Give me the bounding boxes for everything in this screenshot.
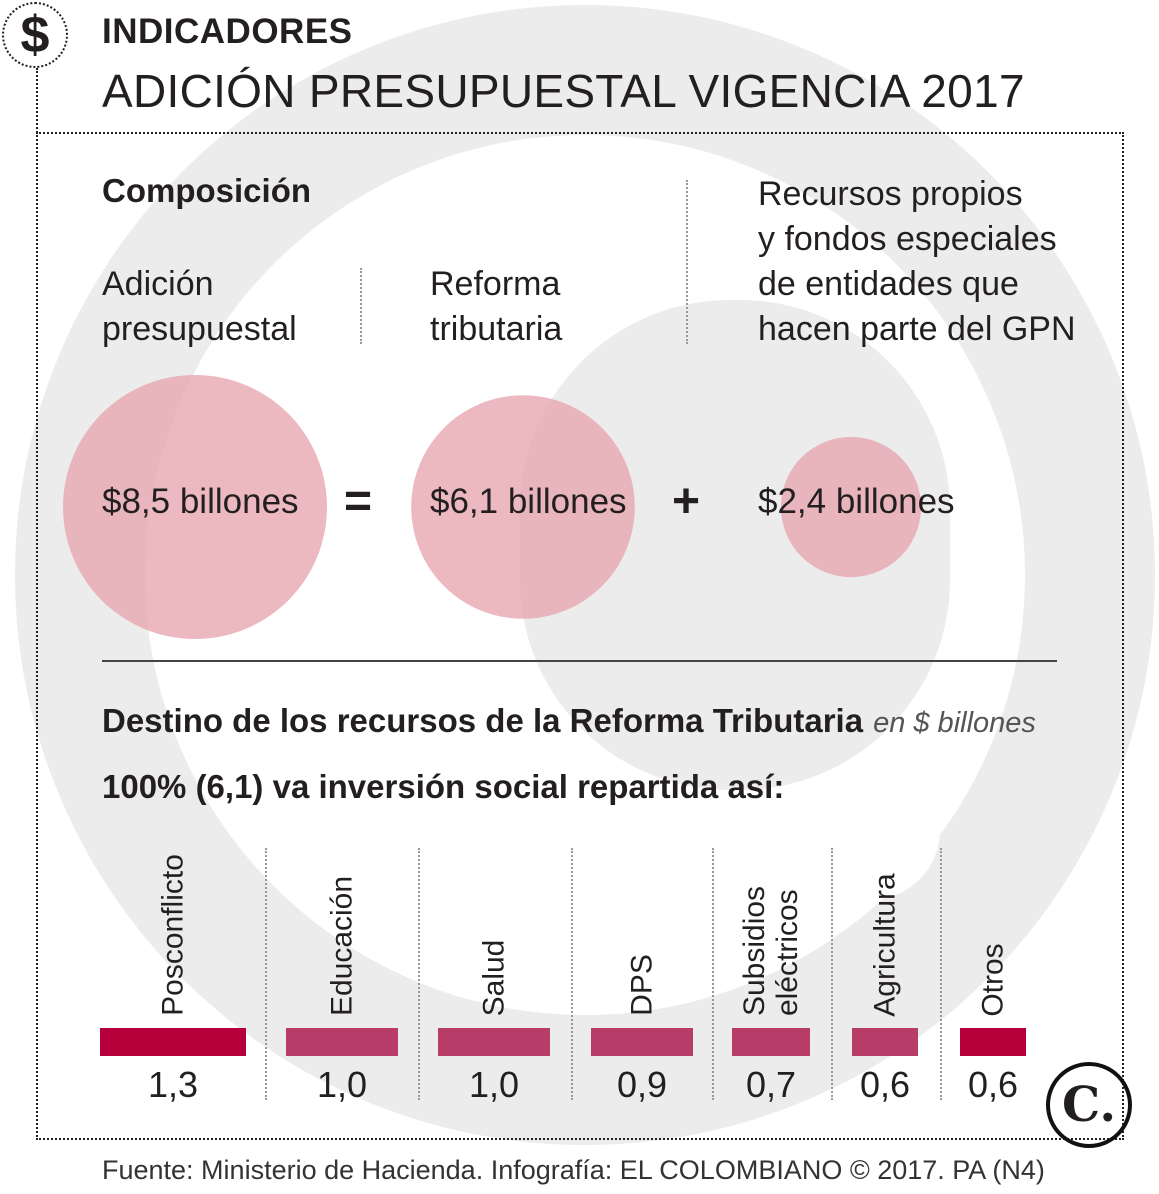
bar	[960, 1028, 1026, 1056]
source-credit: Fuente: Ministerio de Hacienda. Infograf…	[102, 1155, 1045, 1185]
category-label: Subsidios eléctricos	[738, 885, 804, 1017]
bar	[852, 1028, 918, 1056]
column-divider	[418, 848, 420, 1100]
destination-title-text: Destino de los recursos de la Reforma Tr…	[102, 702, 864, 739]
bar-value-label: 0,9	[616, 1064, 668, 1105]
composition-circles	[63, 375, 922, 639]
dollar-icon: $	[2, 2, 68, 68]
el-colombiano-logo-icon: C.	[1046, 1062, 1132, 1148]
circle-recursos	[780, 436, 922, 578]
bar	[100, 1028, 246, 1056]
column-divider	[265, 848, 267, 1100]
label-adicion: Adición presupuestal	[102, 265, 297, 348]
bar-value-label: 0,6	[967, 1064, 1019, 1105]
label-reforma: Reforma tributaria	[430, 265, 563, 348]
plus-operator: +	[672, 475, 701, 528]
destination-title: Destino de los recursos de la Reforma Tr…	[102, 702, 1036, 740]
kicker-title: INDICADORES	[102, 12, 353, 51]
category-label: Agricultura	[868, 872, 902, 1017]
column-divider	[940, 848, 942, 1100]
value-adicion: $8,5 billones	[102, 482, 299, 521]
bar	[438, 1028, 550, 1056]
destination-subtitle: 100% (6,1) va inversión social repartida…	[102, 768, 785, 805]
bar-value-label: 1,0	[316, 1064, 368, 1105]
category-label: Salud	[477, 939, 511, 1016]
category-label: Educación	[325, 875, 359, 1017]
bar-value-label: 0,7	[745, 1064, 797, 1105]
divider	[686, 180, 688, 344]
frame-right	[1122, 132, 1124, 1140]
frame-bottom	[36, 1138, 1124, 1140]
value-recursos: $2,4 billones	[758, 482, 955, 521]
bar-value-label: 0,6	[859, 1064, 911, 1105]
frame-left	[36, 68, 38, 1140]
equals-operator: =	[344, 475, 373, 528]
circle-adicion	[63, 375, 327, 639]
section-divider	[102, 660, 1057, 662]
bar-value-label: 1,0	[468, 1064, 520, 1105]
column-divider	[712, 848, 714, 1100]
bar	[591, 1028, 693, 1056]
category-label: Posconflicto	[156, 854, 190, 1016]
page-title: ADICIÓN PRESUPUESTAL VIGENCIA 2017	[102, 65, 1025, 117]
destination-unit: en $ billones	[873, 707, 1036, 739]
column-divider	[831, 848, 833, 1100]
bar	[732, 1028, 810, 1056]
column-divider	[571, 848, 573, 1100]
category-label: DPS	[625, 954, 659, 1016]
composition-title: Composición	[102, 172, 312, 209]
bar	[286, 1028, 398, 1056]
bar-value-label: 1,3	[147, 1064, 199, 1105]
divider	[360, 268, 362, 344]
label-recursos: Recursos propios y fondos especiales de …	[758, 175, 1076, 348]
value-reforma: $6,1 billones	[430, 482, 627, 521]
category-label: Otros	[976, 942, 1010, 1017]
frame-top	[36, 132, 1124, 134]
circle-reforma	[411, 395, 635, 619]
